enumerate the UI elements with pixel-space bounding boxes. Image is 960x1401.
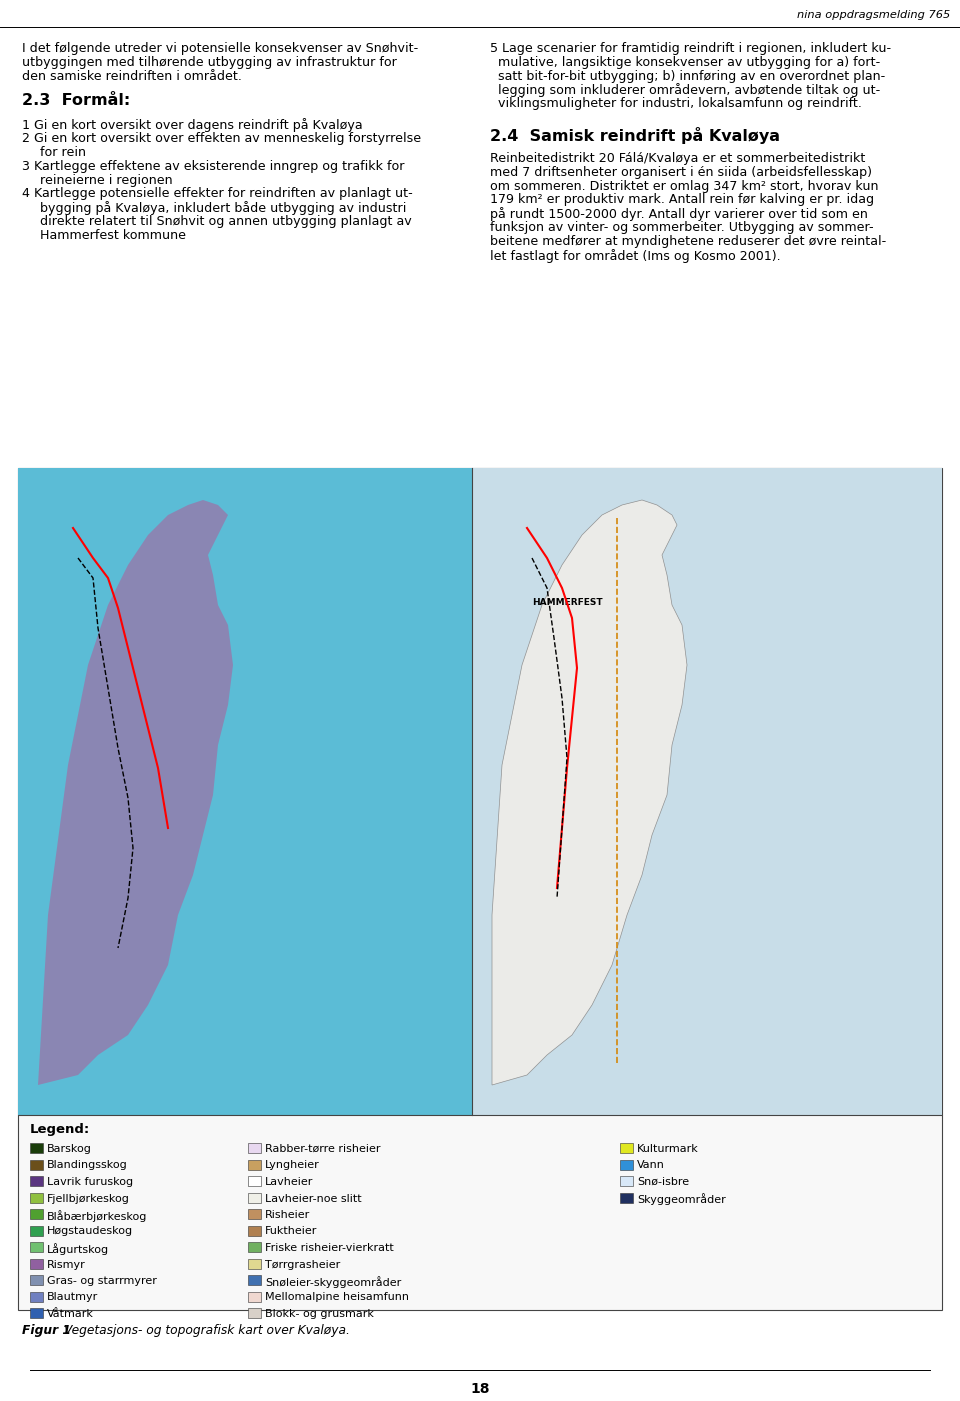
Text: Lyngheier: Lyngheier [265,1160,320,1170]
Text: Snøleier-skyggeområder: Snøleier-skyggeområder [265,1276,401,1288]
Bar [30,1143,43,1153]
Text: Lavheier-noe slitt: Lavheier-noe slitt [265,1194,362,1203]
Text: satt bit-for-bit utbygging; b) innføring av en overordnet plan-: satt bit-for-bit utbygging; b) innføring… [490,70,885,83]
Bar [620,1160,633,1170]
Bar [30,1160,43,1170]
Bar [30,1226,43,1236]
Bar [248,1192,261,1202]
Text: den samiske reindriften i området.: den samiske reindriften i området. [22,70,242,83]
Text: Tørrgrasheier: Tørrgrasheier [265,1259,340,1269]
Text: Reinbeitedistrikt 20 Fálá/Kvaløya er et sommerbeitedistrikt: Reinbeitedistrikt 20 Fálá/Kvaløya er et … [490,151,865,165]
Bar [248,1292,261,1302]
Text: Risheier: Risheier [265,1210,310,1220]
Bar [30,1175,43,1187]
Text: let fastlagt for området (Ims og Kosmo 2001).: let fastlagt for området (Ims og Kosmo 2… [490,248,780,262]
Text: 2.4  Samisk reindrift på Kvaløya: 2.4 Samisk reindrift på Kvaløya [490,127,780,144]
Bar [248,1275,261,1285]
Text: legging som inkluderer områdevern, avbøtende tiltak og ut-: legging som inkluderer områdevern, avbøt… [490,84,880,97]
Text: Legend:: Legend: [30,1124,90,1136]
Text: 3 Kartlegge effektene av eksisterende inngrep og trafikk for: 3 Kartlegge effektene av eksisterende in… [22,160,404,172]
Bar [620,1143,633,1153]
Text: 2.3  Formål:: 2.3 Formål: [22,94,131,108]
Text: Våtmark: Våtmark [47,1309,94,1318]
Text: beitene medfører at myndighetene reduserer det øvre reintal-: beitene medfører at myndighetene reduser… [490,235,886,248]
Text: Mellomalpine heisamfunn: Mellomalpine heisamfunn [265,1293,409,1303]
Text: Blokk- og grusmark: Blokk- og grusmark [265,1309,373,1318]
Text: Lavrik furuskog: Lavrik furuskog [47,1177,133,1187]
Text: Kulturmark: Kulturmark [637,1145,699,1154]
Text: nina oppdragsmelding 765: nina oppdragsmelding 765 [797,10,950,20]
Text: Høgstaudeskog: Høgstaudeskog [47,1226,133,1237]
Polygon shape [492,500,687,1084]
Text: Blåbærbjørkeskog: Blåbærbjørkeskog [47,1210,148,1222]
Text: 1 Gi en kort oversikt over dagens reindrift på Kvaløya: 1 Gi en kort oversikt over dagens reindr… [22,119,363,132]
Text: Blautmyr: Blautmyr [47,1293,98,1303]
Bar [18,468,472,1115]
Text: reineierne i regionen: reineierne i regionen [32,174,173,186]
Text: 18: 18 [470,1381,490,1395]
Text: Lågurtskog: Lågurtskog [47,1243,109,1255]
Bar [30,1258,43,1268]
Text: HAMMERFEST: HAMMERFEST [532,598,603,607]
Text: Fuktheier: Fuktheier [265,1226,318,1237]
Bar [248,1175,261,1187]
Bar [30,1292,43,1302]
Bar [248,1243,261,1252]
Text: Fjellbjørkeskog: Fjellbjørkeskog [47,1194,130,1203]
Text: mulative, langsiktige konsekvenser av utbygging for a) fort-: mulative, langsiktige konsekvenser av ut… [490,56,880,69]
Text: Vegetasjons- og topografisk kart over Kvaløya.: Vegetasjons- og topografisk kart over Kv… [64,1324,349,1337]
Text: Figur 1: Figur 1 [22,1324,71,1337]
Bar [30,1192,43,1202]
Text: Lavheier: Lavheier [265,1177,313,1187]
Text: funksjon av vinter- og sommerbeiter. Utbygging av sommer-: funksjon av vinter- og sommerbeiter. Utb… [490,221,874,234]
Text: Friske risheier-vierkratt: Friske risheier-vierkratt [265,1243,394,1252]
Text: for rein: for rein [32,146,86,158]
Text: direkte relatert til Snøhvit og annen utbygging planlagt av: direkte relatert til Snøhvit og annen ut… [32,214,412,228]
Text: Blandingsskog: Blandingsskog [47,1160,128,1170]
Bar [30,1275,43,1285]
Bar [30,1209,43,1219]
Text: Rismyr: Rismyr [47,1259,85,1269]
Bar [248,1226,261,1236]
Text: Skyggeområder: Skyggeområder [637,1194,726,1205]
Text: Rabber-tørre risheier: Rabber-tørre risheier [265,1145,380,1154]
Bar [30,1243,43,1252]
Bar [248,1143,261,1153]
Bar [18,1115,942,1310]
Text: 179 km² er produktiv mark. Antall rein før kalving er pr. idag: 179 km² er produktiv mark. Antall rein f… [490,193,875,206]
Text: Hammerfest kommune: Hammerfest kommune [32,228,186,242]
Bar [248,1209,261,1219]
Text: om sommeren. Distriktet er omlag 347 km² stort, hvorav kun: om sommeren. Distriktet er omlag 347 km²… [490,179,878,192]
Bar [472,468,942,1115]
Text: 5 Lage scenarier for framtidig reindrift i regionen, inkludert ku-: 5 Lage scenarier for framtidig reindrift… [490,42,891,55]
Text: på rundt 1500-2000 dyr. Antall dyr varierer over tid som en: på rundt 1500-2000 dyr. Antall dyr varie… [490,207,868,221]
Text: Snø-isbre: Snø-isbre [637,1177,689,1187]
Text: med 7 driftsenheter organisert i én siida (arbeidsfellesskap): med 7 driftsenheter organisert i én siid… [490,165,872,179]
Bar [248,1309,261,1318]
Text: I det følgende utreder vi potensielle konsekvenser av Snøhvit-: I det følgende utreder vi potensielle ko… [22,42,419,55]
Text: Vann: Vann [637,1160,665,1170]
Text: Barskog: Barskog [47,1145,92,1154]
Bar [30,1309,43,1318]
Text: viklingsmuligheter for industri, lokalsamfunn og reindrift.: viklingsmuligheter for industri, lokalsa… [490,97,862,111]
Text: utbyggingen med tilhørende utbygging av infrastruktur for: utbyggingen med tilhørende utbygging av … [22,56,396,69]
Text: 2 Gi en kort oversikt over effekten av menneskelig forstyrrelse: 2 Gi en kort oversikt over effekten av m… [22,132,421,146]
Text: Gras- og starrmyrer: Gras- og starrmyrer [47,1276,156,1286]
Bar [248,1160,261,1170]
Bar [620,1192,633,1202]
Text: bygging på Kvaløya, inkludert både utbygging av industri: bygging på Kvaløya, inkludert både utbyg… [32,202,406,216]
Text: 4 Kartlegge potensielle effekter for reindriften av planlagt ut-: 4 Kartlegge potensielle effekter for rei… [22,188,413,200]
Bar [18,468,942,1115]
Polygon shape [38,500,233,1084]
Bar [620,1175,633,1187]
Bar [248,1258,261,1268]
